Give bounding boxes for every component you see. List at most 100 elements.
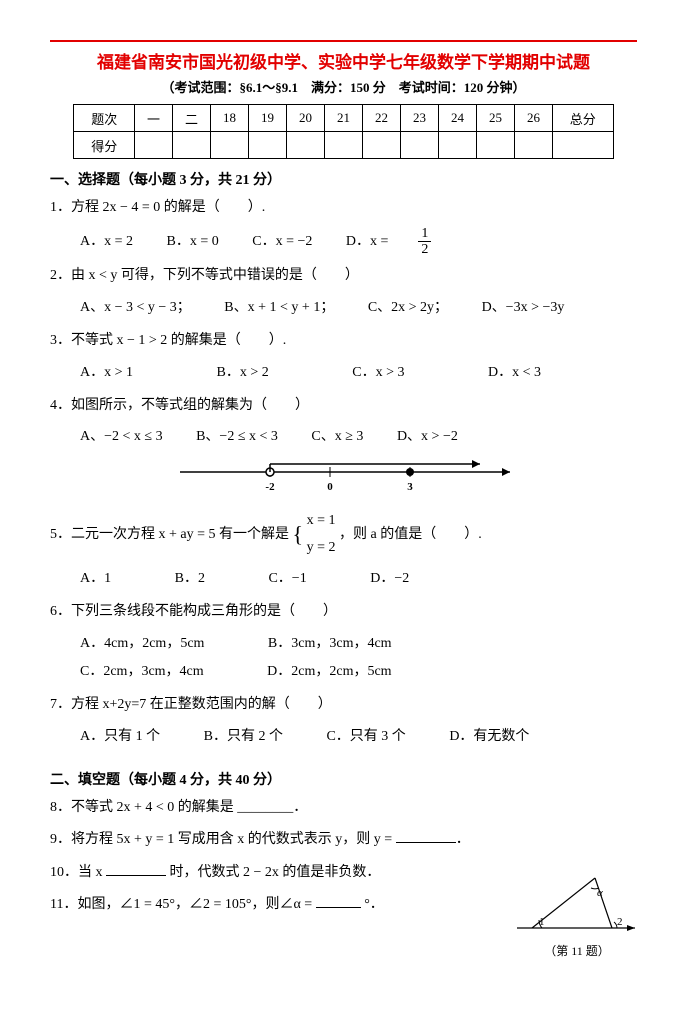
fill-blank <box>316 893 361 908</box>
tick-minus2: -2 <box>265 481 275 493</box>
option-a: A．只有 1 个 <box>80 723 160 751</box>
options-4: A、−2 < x ≤ 3 B、−2 ≤ x < 3 C、x ≥ 3 D、x > … <box>80 423 637 451</box>
question-2: 2．由 x < y 可得，下列不等式中错误的是（ ） <box>50 263 637 290</box>
q10-text-a: 10．当 x <box>50 865 106 880</box>
option-d: D．有无数个 <box>449 723 529 751</box>
option-a: A、−2 < x ≤ 3 <box>80 423 163 451</box>
q11-text-a: 11．如图，∠1 = 45°，∠2 = 105°，则∠α = <box>50 897 316 912</box>
q9-text: 9．将方程 5x + y = 1 写成用含 x 的代数式表示 y，则 y = <box>50 832 396 847</box>
cell <box>172 132 210 159</box>
left-brace-icon: { <box>293 522 304 547</box>
option-d: D．−2 <box>370 565 409 593</box>
cell: 一 <box>134 105 172 132</box>
cell <box>134 132 172 159</box>
options-7: A．只有 1 个 B．只有 2 个 C．只有 3 个 D．有无数个 <box>80 723 637 751</box>
options-5: A．1 B．2 C．−1 D．−2 <box>80 565 637 593</box>
score-table: 题次 一 二 18 19 20 21 22 23 24 25 26 总分 得分 <box>73 104 613 159</box>
exam-info: （考试范围：§6.1～§9.1 满分：150 分 考试时间：120 分钟） <box>50 77 637 96</box>
cell: 得分 <box>74 132 134 159</box>
q10-text-b: 时，代数式 2 − 2x 的值是非负数． <box>166 865 380 880</box>
question-8: 8．不等式 2x + 4 < 0 的解集是 ________． <box>50 795 637 822</box>
cell: 26 <box>514 105 552 132</box>
question-5: 5．二元一次方程 x + ay = 5 有一个解是 { x = 1 y = 2 … <box>50 508 637 561</box>
fraction: 12 <box>418 226 461 258</box>
cell: 总分 <box>552 105 613 132</box>
option-b: B、−2 ≤ x < 3 <box>196 423 278 451</box>
table-row: 得分 <box>74 132 613 159</box>
option-b: B、x + 1 < y + 1； <box>224 294 334 322</box>
question-4: 4．如图所示，不等式组的解集为（ ） <box>50 393 637 420</box>
figure-caption: （第 11 题） <box>517 942 637 959</box>
cell: 24 <box>438 105 476 132</box>
option-b: B．x > 2 <box>217 359 269 387</box>
options-6: A．4cm，2cm，5cm B．3cm，3cm，4cm C．2cm，3cm，4c… <box>80 630 637 686</box>
cell: 19 <box>248 105 286 132</box>
option-a: A．1 <box>80 565 111 593</box>
question-6: 6．下列三条线段不能构成三角形的是（ ） <box>50 599 637 626</box>
option-d: D．x < 3 <box>488 359 541 387</box>
option-c: C．x = −2 <box>252 228 312 256</box>
angle2-label: 2 <box>617 916 623 928</box>
cell <box>552 132 613 159</box>
section-heading: 二、填空题（每小题 4 分，共 40 分） <box>50 769 637 789</box>
denominator: 2 <box>418 242 431 257</box>
cell <box>210 132 248 159</box>
cell <box>438 132 476 159</box>
q5-text-a: 5．二元一次方程 x + ay = 5 有一个解是 <box>50 527 289 542</box>
q9-end: ． <box>456 832 470 847</box>
cell <box>400 132 438 159</box>
option-d-prefix: D．x = <box>346 228 389 256</box>
section-heading: 一、选择题（每小题 3 分，共 21 分） <box>50 169 637 189</box>
option-c: C．只有 3 个 <box>326 723 405 751</box>
system-row-1: x = 1 <box>307 513 336 528</box>
table-row: 题次 一 二 18 19 20 21 22 23 24 25 26 总分 <box>74 105 613 132</box>
option-d: D．x = 12 <box>346 226 492 258</box>
question-1: 1．方程 2x − 4 = 0 的解是（ ）. <box>50 195 637 222</box>
alpha-label: α <box>597 887 603 899</box>
fill-blank <box>396 828 456 843</box>
option-c: C．x > 3 <box>352 359 404 387</box>
option-c: C．2cm，3cm，4cm <box>80 658 204 686</box>
option-c: C、2x > 2y； <box>368 294 448 322</box>
q11-text-b: °． <box>361 897 384 912</box>
cell: 18 <box>210 105 248 132</box>
option-d: D．2cm，2cm，5cm <box>267 658 391 686</box>
option-b: B．2 <box>175 565 205 593</box>
tick-zero: 0 <box>327 481 333 493</box>
option-a: A．4cm，2cm，5cm <box>80 630 204 658</box>
question-9: 9．将方程 5x + y = 1 写成用含 x 的代数式表示 y，则 y = ． <box>50 827 637 854</box>
cell: 22 <box>362 105 400 132</box>
tick-three: 3 <box>407 481 413 493</box>
cell: 题次 <box>74 105 134 132</box>
equation-system: x = 1 y = 2 <box>307 508 336 561</box>
system-row-2: y = 2 <box>307 540 336 555</box>
triangle-figure: α 1 2 （第 11 题） <box>517 868 637 959</box>
options-1: A．x = 2 B．x = 0 C．x = −2 D．x = 12 <box>80 226 637 258</box>
question-7: 7．方程 x+2y=7 在正整数范围内的解（ ） <box>50 692 637 719</box>
option-b: B．x = 0 <box>167 228 219 256</box>
option-c: C、x ≥ 3 <box>311 423 363 451</box>
option-d: D、−3x > −3y <box>482 294 565 322</box>
cell <box>324 132 362 159</box>
cell: 20 <box>286 105 324 132</box>
cell <box>286 132 324 159</box>
cell: 21 <box>324 105 362 132</box>
option-d: D、x > −2 <box>397 423 458 451</box>
cell <box>362 132 400 159</box>
option-c: C．−1 <box>268 565 306 593</box>
cell <box>514 132 552 159</box>
numerator: 1 <box>418 226 431 242</box>
option-a: A．x > 1 <box>80 359 133 387</box>
option-a: A、x − 3 < y − 3； <box>80 294 191 322</box>
option-b: B．3cm，3cm，4cm <box>268 630 392 658</box>
cell: 25 <box>476 105 514 132</box>
options-2: A、x − 3 < y − 3； B、x + 1 < y + 1； C、2x >… <box>80 294 637 322</box>
cell <box>248 132 286 159</box>
page-title: 福建省南安市国光初级中学、实验中学七年级数学下学期期中试题 <box>50 40 637 73</box>
option-b: B．只有 2 个 <box>204 723 283 751</box>
number-line-figure: -2 0 3 <box>180 457 637 502</box>
cell: 23 <box>400 105 438 132</box>
cell: 二 <box>172 105 210 132</box>
option-a: A．x = 2 <box>80 228 133 256</box>
options-3: A．x > 1 B．x > 2 C．x > 3 D．x < 3 <box>80 359 637 387</box>
